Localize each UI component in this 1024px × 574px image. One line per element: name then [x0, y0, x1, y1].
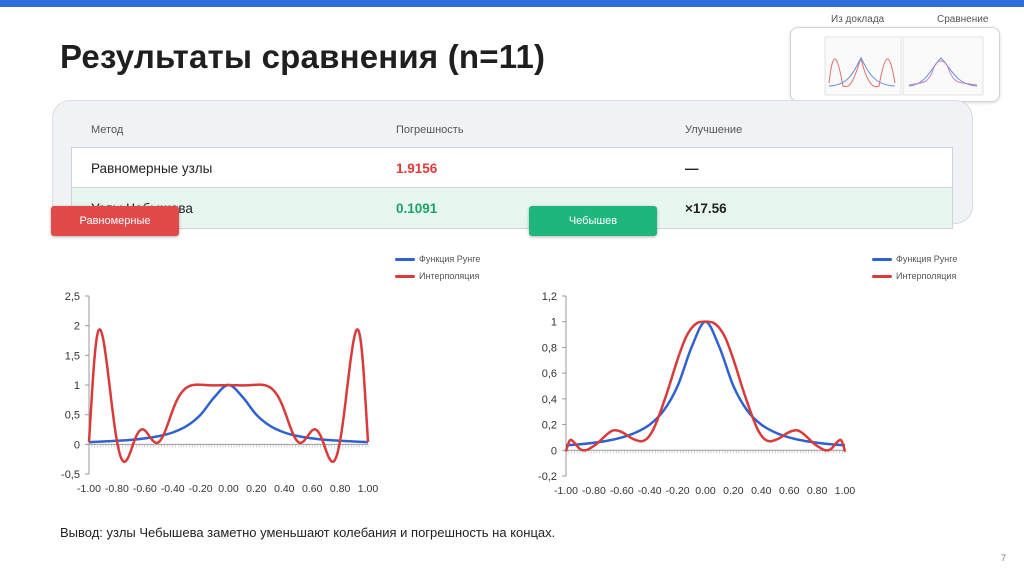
x-tick-label: -0.60 — [610, 485, 634, 497]
legend-entry: Функция Рунге — [395, 254, 480, 264]
x-tick-label: -0.40 — [638, 485, 662, 497]
page-number: 7 — [1000, 553, 1006, 563]
x-tick-label: -1.00 — [554, 485, 578, 497]
x-tick-label: -0.60 — [133, 483, 157, 495]
x-tick-label: 1.00 — [358, 483, 379, 495]
legend-label: Интерполяция — [419, 271, 480, 281]
legend-swatch-blue — [872, 258, 892, 262]
y-tick-label: 0,5 — [65, 410, 80, 422]
x-tick-label: 0.40 — [751, 485, 772, 497]
improvement-cell: — — [685, 161, 699, 176]
x-tick-label: 0.80 — [807, 485, 828, 497]
charts-canvas: 2,5 2 1,5 1 0,5 0 -0,5 -1.00 -0.80 -0.60 -0.40 -0.2… — [61, 291, 856, 497]
y-tick-label: 0,6 — [542, 368, 557, 380]
thumb-left-label: Из доклада — [831, 14, 885, 25]
col-header-method: Метод — [91, 124, 124, 136]
thumbnail-previews[interactable] — [790, 27, 1000, 102]
runge-function-line — [88, 383, 369, 444]
col-header-improvement: Улучшение — [685, 124, 743, 136]
x-tick-label: -0.20 — [189, 483, 213, 495]
x-tick-label: -1.00 — [77, 483, 101, 495]
thumbnail-mini-charts — [824, 36, 984, 96]
x-tick-label: 1.00 — [835, 485, 856, 497]
y-tick-label: 2,5 — [65, 291, 80, 303]
legend-label: Функция Рунге — [896, 254, 958, 264]
y-tick-label: 0,4 — [542, 394, 557, 406]
legend-label: Интерполяция — [896, 271, 957, 281]
legend-swatch-red — [872, 275, 892, 279]
legend-label: Функция Рунге — [419, 254, 481, 264]
x-tick-label: 0.20 — [246, 483, 267, 495]
legend-entry: Интерполяция — [872, 271, 957, 281]
y-tick-label: 0,8 — [542, 342, 557, 354]
y-tick-label: 0 — [551, 445, 557, 457]
y-tick-label: 2 — [74, 321, 80, 333]
x-tick-label: -0.80 — [105, 483, 129, 495]
chart1-legend: Функция Рунге Интерполяция — [395, 254, 480, 281]
error-cell: 0.1091 — [396, 201, 438, 216]
legend-swatch-blue — [395, 258, 415, 262]
improvement-cell: ×17.56 — [685, 201, 727, 216]
x-tick-label: 0.00 — [218, 483, 239, 495]
table-row: Равномерные узлы 1.9156 — — [71, 147, 953, 189]
x-tick-label: 0.60 — [302, 483, 323, 495]
uniform-nodes-pill[interactable]: Равномерные — [51, 206, 179, 236]
y-tick-label: 1,5 — [65, 350, 80, 362]
y-tick-label: 0,2 — [542, 420, 557, 432]
x-tick-label: 0.20 — [723, 485, 744, 497]
y-tick-label: 1 — [74, 380, 80, 392]
chebyshev-pill[interactable]: Чебышев — [529, 206, 657, 236]
y-tick-label: 1 — [551, 317, 557, 329]
y-tick-label: -0,2 — [538, 471, 557, 483]
conclusion-text: Вывод: узлы Чебышева заметно уменьшают к… — [60, 525, 556, 540]
x-tick-label: -0.20 — [666, 485, 690, 497]
y-tick-label: 1,2 — [542, 291, 557, 303]
top-accent-bar — [0, 0, 1024, 7]
interpolation-line — [564, 320, 847, 452]
interpolation-line — [87, 328, 370, 463]
x-tick-label: -0.80 — [582, 485, 606, 497]
x-tick-label: 0.60 — [779, 485, 800, 497]
col-header-error: Погрешность — [396, 124, 464, 136]
runge-function-line — [565, 320, 846, 447]
thumb-right-label: Сравнение — [937, 14, 989, 25]
table-row: Узлы Чебышева 0.1091 ×17.56 — [71, 187, 953, 229]
slide-title: Результаты сравнения (n=11) — [60, 38, 546, 75]
legend-swatch-red — [395, 275, 415, 279]
x-tick-label: 0.00 — [695, 485, 716, 497]
y-tick-label: -0,5 — [61, 469, 80, 481]
x-tick-label: 0.80 — [330, 483, 351, 495]
legend-entry: Функция Рунге — [872, 254, 957, 264]
error-cell: 1.9156 — [396, 161, 438, 176]
legend-entry: Интерполяция — [395, 271, 480, 281]
y-tick-label: 0 — [74, 439, 80, 451]
chart2-legend: Функция Рунге Интерполяция — [872, 254, 957, 281]
x-tick-label: -0.40 — [161, 483, 185, 495]
method-cell: Равномерные узлы — [91, 161, 213, 176]
x-tick-label: 0.40 — [274, 483, 295, 495]
